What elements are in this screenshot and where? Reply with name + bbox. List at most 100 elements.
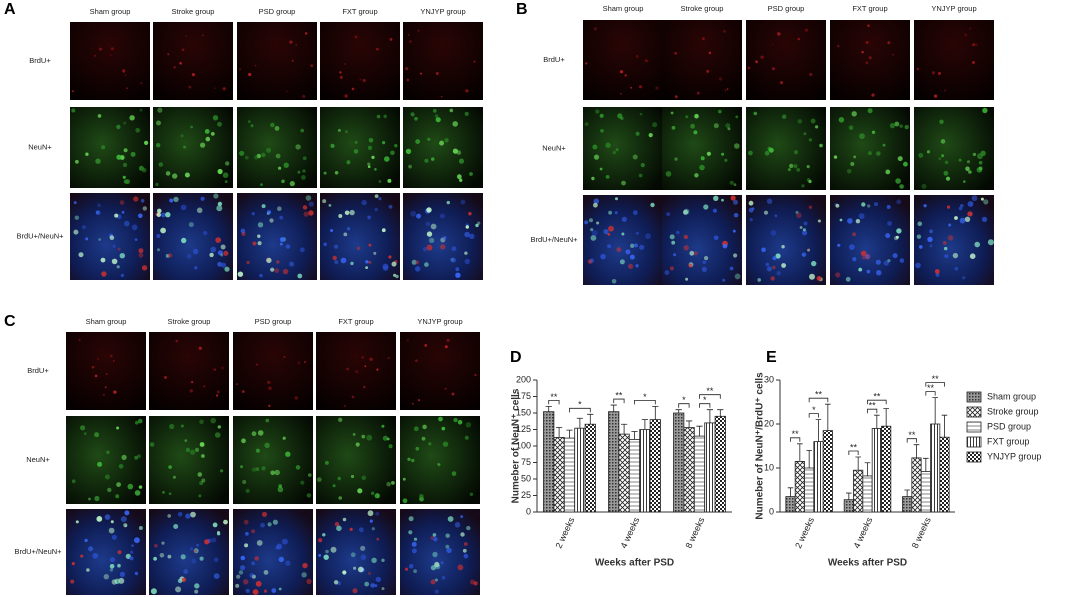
cell — [155, 182, 159, 187]
cell — [138, 213, 143, 219]
cell — [353, 149, 359, 154]
cell — [381, 558, 385, 562]
cell — [817, 219, 821, 223]
cell — [263, 570, 269, 575]
cell — [592, 144, 598, 150]
cell — [97, 203, 101, 207]
cell — [279, 242, 283, 246]
cell — [747, 66, 751, 70]
cell — [619, 92, 622, 95]
cell — [350, 474, 355, 479]
y-tick-label: 150 — [516, 407, 531, 417]
x-tick-label: 8 weeks — [683, 515, 706, 550]
cell — [177, 512, 183, 517]
cell — [454, 522, 461, 528]
cell — [256, 540, 263, 546]
cell — [105, 373, 108, 375]
cell — [409, 40, 412, 44]
cell — [929, 244, 933, 248]
cell — [245, 488, 250, 493]
cell — [887, 221, 892, 226]
significance-bracket — [699, 403, 711, 408]
cell — [368, 260, 372, 264]
cell — [407, 457, 411, 461]
micrograph — [830, 195, 910, 285]
cell — [723, 30, 726, 33]
cell — [190, 125, 194, 129]
cell — [186, 253, 192, 259]
cell — [204, 129, 210, 134]
cell — [141, 167, 147, 173]
column-header: PSD group — [255, 317, 292, 326]
cell — [360, 545, 366, 551]
cell — [703, 204, 709, 210]
cell — [666, 212, 671, 217]
cell — [343, 404, 347, 408]
cell — [432, 551, 438, 558]
cell — [138, 485, 143, 489]
cell — [98, 238, 102, 241]
cell — [140, 199, 145, 203]
error-bar — [685, 420, 693, 428]
cell — [799, 226, 803, 229]
cell — [457, 564, 464, 571]
cell — [968, 170, 972, 174]
cell — [958, 206, 963, 211]
cell — [279, 237, 285, 243]
cell — [117, 550, 122, 555]
cell — [109, 235, 115, 240]
cell — [301, 175, 306, 180]
cell — [916, 67, 920, 71]
cell — [417, 29, 420, 32]
cell — [966, 160, 971, 164]
cell — [277, 486, 284, 493]
cell — [599, 167, 603, 171]
cell — [373, 251, 377, 255]
cell — [282, 268, 289, 275]
cell — [197, 472, 203, 477]
micrograph — [914, 107, 994, 190]
chart-label: D — [510, 349, 522, 366]
cell — [595, 109, 600, 114]
cell — [468, 212, 472, 216]
cell — [438, 416, 443, 422]
cell — [278, 166, 282, 170]
cell — [447, 516, 454, 522]
cell — [457, 419, 463, 425]
cell — [638, 85, 643, 89]
cell — [929, 229, 933, 234]
error-bar — [717, 409, 724, 417]
x-tick-label: 4 weeks — [618, 515, 641, 550]
significance-bracket — [867, 408, 878, 414]
cell — [387, 356, 390, 360]
cell — [934, 94, 938, 98]
cell — [111, 579, 118, 585]
cell — [801, 252, 807, 257]
error-bar — [825, 403, 831, 431]
bar — [543, 411, 555, 513]
cell — [344, 94, 348, 98]
cell — [411, 259, 417, 265]
cell — [334, 522, 340, 527]
significance-label: ** — [706, 386, 714, 396]
cell — [254, 155, 259, 160]
bar — [843, 499, 854, 513]
cell — [249, 573, 255, 578]
cell — [270, 122, 275, 128]
cell — [217, 425, 221, 429]
cell — [964, 33, 968, 37]
cell — [194, 447, 200, 452]
cell — [439, 213, 445, 219]
cell — [406, 78, 410, 82]
cell — [246, 260, 250, 265]
row-label: NeuN+ — [28, 142, 52, 151]
cell — [261, 511, 268, 517]
cell — [346, 367, 349, 371]
cell — [213, 573, 220, 579]
cell — [114, 213, 119, 218]
cell — [978, 160, 983, 165]
column-header: Stroke group — [681, 4, 724, 13]
cell — [411, 548, 417, 554]
cell — [975, 43, 978, 46]
cell — [402, 498, 408, 504]
